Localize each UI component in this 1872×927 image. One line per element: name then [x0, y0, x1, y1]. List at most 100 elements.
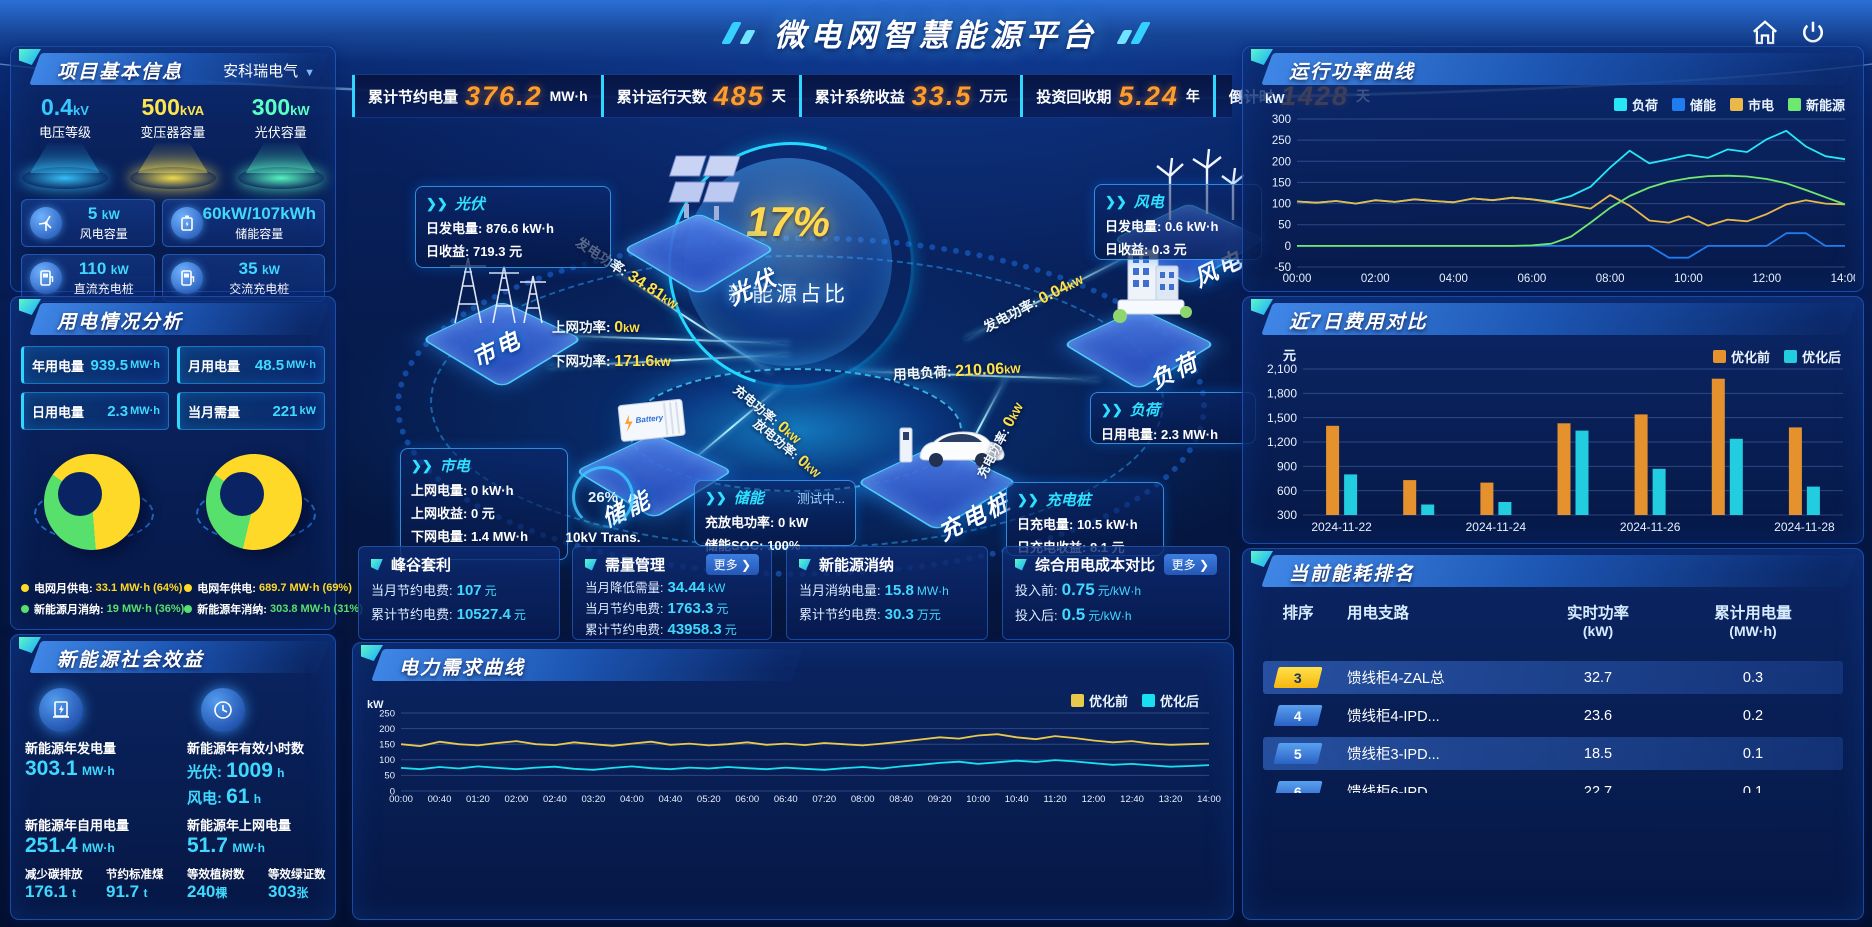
svg-text:06:00: 06:00	[735, 794, 759, 805]
transformer-label: 10kV Trans.	[565, 530, 641, 545]
svg-text:2024-11-26: 2024-11-26	[1620, 520, 1681, 534]
legend-renewable-year: 新能源年消纳: 303.8 MW·h (31%)	[184, 601, 363, 617]
svg-text:06:40: 06:40	[774, 794, 798, 805]
card-arrow-icon: ❯❯	[705, 489, 727, 505]
home-icon[interactable]	[1750, 18, 1780, 48]
capacity-wind: 5 kW 风电容量	[21, 199, 155, 247]
panel-corner-icon	[799, 558, 811, 571]
svg-text:150: 150	[379, 740, 395, 751]
clock-icon	[201, 688, 245, 732]
more-button[interactable]: 更多 ❯	[705, 554, 759, 575]
svg-text:150: 150	[1272, 177, 1291, 189]
battery-icon	[170, 207, 203, 239]
svg-text:100: 100	[1272, 199, 1291, 211]
svg-text:1,500: 1,500	[1267, 411, 1297, 425]
flow-grid-export: 上网功率: 0kW	[552, 319, 640, 336]
page-title: 微电网智慧能源平台	[774, 18, 1098, 53]
mini-demand-management: 需量管理 更多 ❯ 当月降低需量: 34.44 kW 当月节约电费: 1763.3 元 累…	[572, 546, 772, 640]
svg-text:2,100: 2,100	[1267, 363, 1297, 376]
more-button[interactable]: 更多 ❯	[1163, 554, 1217, 575]
svg-text:04:00: 04:00	[1439, 273, 1468, 285]
panel-benefit-header: 新能源社会效益	[19, 637, 329, 674]
panel-usage-analysis: 用电情况分析 年用电量 939.5 MW·h 月用电量 48.5 MW·h 日用电量 2.…	[10, 296, 363, 630]
svg-text:09:20: 09:20	[928, 794, 952, 805]
svg-text:02:00: 02:00	[1361, 273, 1390, 285]
svg-text:12:40: 12:40	[1120, 794, 1144, 805]
svg-text:10:40: 10:40	[1005, 794, 1029, 805]
cost-compare-chart: 300 600 900 1,200 1,500 1,800 2,100 2024-11-22 2…	[1267, 363, 1843, 534]
grid-card: ❯❯ 市电 上网电量: 0 kW·h 上网收益: 0 元 下网电量: 1.4 MW…	[400, 448, 568, 560]
power-curve-chart: -50 0 50 100 150 200 250 300 00:00 02:00 04:00 06:0…	[1272, 114, 1855, 285]
podium-glow	[21, 167, 108, 189]
panel-power-curve: 运行功率曲线 kW 负荷 储能 市电 新能源 -50 0 50 100 150 200 25…	[1242, 46, 1864, 292]
rank-badge: 6	[1273, 781, 1323, 793]
cost-legend: 优化前 优化后	[1712, 347, 1841, 366]
benefit-to-grid: 新能源年上网电量 51.7 MW·h	[187, 818, 292, 857]
panel-corner-icon	[585, 558, 597, 571]
svg-text:10:00: 10:00	[1674, 273, 1703, 285]
svg-text:00:00: 00:00	[1283, 273, 1312, 285]
svg-text:50: 50	[1278, 220, 1291, 232]
svg-text:300: 300	[1272, 114, 1291, 126]
title-left-deco	[721, 21, 756, 44]
wind-card: ❯❯ 风电 日发电量: 0.6 kW·h 日收益: 0.3 元	[1094, 184, 1262, 260]
benefit-annual-generation: 新能源年发电量 303.1 MW·h	[11, 684, 173, 809]
panel-cost-header: 近7日费用对比	[1251, 299, 1857, 336]
stat-year-usage: 年用电量 939.5 MW·h	[21, 346, 169, 384]
chevron-down-icon: ▼	[304, 67, 315, 79]
panel-demand-curve: 电力需求曲线 优化前 优化后 kW 0 50 100 150 200 250 00:00 00…	[352, 642, 1234, 920]
benefit-certs: 等效绿证数 303张	[268, 869, 326, 901]
benefit-trees: 等效植树数 240棵	[187, 869, 245, 901]
panel-title: 电力需求曲线	[399, 658, 526, 679]
testing-badge: 测试中...	[797, 492, 845, 506]
flow-load-power: 用电负荷: 210.06kW	[892, 360, 1022, 383]
svg-text:08:40: 08:40	[889, 794, 913, 805]
svg-text:300: 300	[1277, 508, 1297, 522]
kpi-bar: 累计节约电量 376.2 MW·h 累计运行天数 485 天 累计系统收益 33…	[352, 74, 1370, 118]
podium-voltage: 0.4kV 电压等级	[11, 94, 119, 189]
donut-month	[25, 435, 159, 569]
node-load-label: 负荷	[1145, 347, 1204, 394]
table-row[interactable]: 3 馈线柜4-ZAL总 32.7 0.3	[1263, 661, 1843, 694]
title-right-deco	[1116, 21, 1151, 44]
svg-text:250: 250	[379, 709, 395, 719]
svg-text:04:40: 04:40	[658, 794, 682, 805]
benefit-carbon: 减少碳排放 176.1 t	[25, 869, 83, 901]
svg-text:-50: -50	[1274, 262, 1291, 274]
svg-text:100: 100	[379, 755, 395, 766]
table-row[interactable]: 6 馈线柜6-IPD 22.7 0.1	[1263, 775, 1843, 793]
svg-text:1,200: 1,200	[1267, 435, 1297, 449]
svg-text:06:00: 06:00	[1517, 273, 1546, 285]
svg-text:08:00: 08:00	[851, 794, 875, 805]
company-select[interactable]: 安科瑞电气 ▼	[223, 63, 315, 80]
svg-text:Battery: Battery	[635, 413, 664, 425]
svg-text:10:00: 10:00	[966, 794, 990, 805]
svg-text:200: 200	[379, 724, 395, 735]
table-row[interactable]: 5 馈线柜3-IPD... 18.5 0.1	[1263, 737, 1843, 770]
panel-cost-compare: 近7日费用对比 元 优化前 优化后 300 600 900 1,200 1,500 1,8…	[1242, 296, 1864, 544]
power-legend: 负荷 储能 市电 新能源	[1613, 95, 1845, 114]
mini-cost-comparison: 综合用电成本对比 更多 ❯ 投入前: 0.75 元/kW·h 投入后: 0.5 元/kW·…	[1002, 546, 1230, 640]
card-arrow-icon: ❯❯	[1101, 401, 1123, 417]
power-icon[interactable]	[1798, 18, 1828, 48]
table-row[interactable]: 4 馈线柜4-IPD... 23.6 0.2	[1263, 699, 1843, 732]
panel-title: 用电情况分析	[57, 312, 184, 333]
panel-ranking-header: 当前能耗排名	[1251, 551, 1857, 588]
svg-text:05:20: 05:20	[697, 794, 721, 805]
benefit-self-use: 新能源年自用电量 251.4 MW·h	[25, 818, 130, 857]
svg-text:14:00: 14:00	[1197, 794, 1221, 805]
demand-curve-chart: 0 50 100 150 200 250 00:00 00:40 01:20 02:00 02:40…	[379, 709, 1221, 805]
renewable-percent-label: 新能源占比	[728, 283, 848, 306]
svg-text:50: 50	[384, 771, 395, 782]
svg-text:02:40: 02:40	[543, 794, 567, 805]
battery-container-icon: Battery	[617, 398, 686, 442]
podium-glow	[237, 167, 324, 189]
benefit-second-row: 新能源年自用电量 251.4 MW·h 新能源年上网电量 51.7 MW·h	[11, 815, 335, 858]
capacity-dc-charger: 110 kW 直流充电桩	[21, 254, 155, 302]
donut-charts	[11, 435, 335, 569]
panel-power-header: 运行功率曲线	[1251, 49, 1857, 86]
legend-grid-month: 电网月供电: 33.1 MW·h (64%)	[21, 580, 184, 596]
card-arrow-icon: ❯❯	[1105, 193, 1127, 209]
svg-text:900: 900	[1277, 460, 1297, 474]
svg-text:0: 0	[390, 786, 395, 797]
